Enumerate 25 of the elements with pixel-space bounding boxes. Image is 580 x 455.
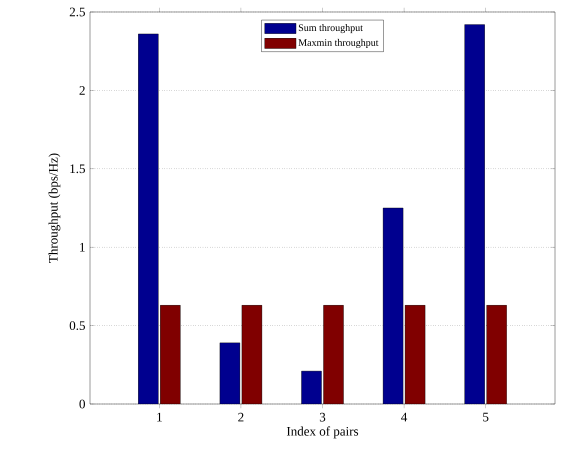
x-tick-label: 5 [483,412,488,422]
y-tick-label: 0 [79,400,85,408]
y-tick-label: 2.5 [70,8,85,16]
y-tick-label: 1.5 [70,164,85,174]
x-tick-label: 4 [401,412,408,422]
bar [464,24,485,404]
bar [382,208,404,404]
bar [301,370,322,404]
legend-label: Sum throughput [298,24,363,34]
bar [404,305,426,404]
bar [242,305,262,404]
y-tick-label: 0.5 [70,321,85,330]
y-tick-label: 2 [80,86,85,95]
bar [220,342,240,404]
y-tick-label: 1 [80,242,85,252]
bar [486,305,507,404]
bar [160,305,181,404]
y-axis-title: Throughput (bps/Hz) [48,154,60,263]
x-tick-label: 3 [320,412,326,422]
x-tick-label: 2 [238,412,244,422]
x-axis-title: Index of pairs [286,426,358,438]
bar [138,34,159,404]
x-tick-label: 1 [157,412,162,422]
legend-label: Maxmin throughput [298,38,378,48]
bar [323,305,344,404]
